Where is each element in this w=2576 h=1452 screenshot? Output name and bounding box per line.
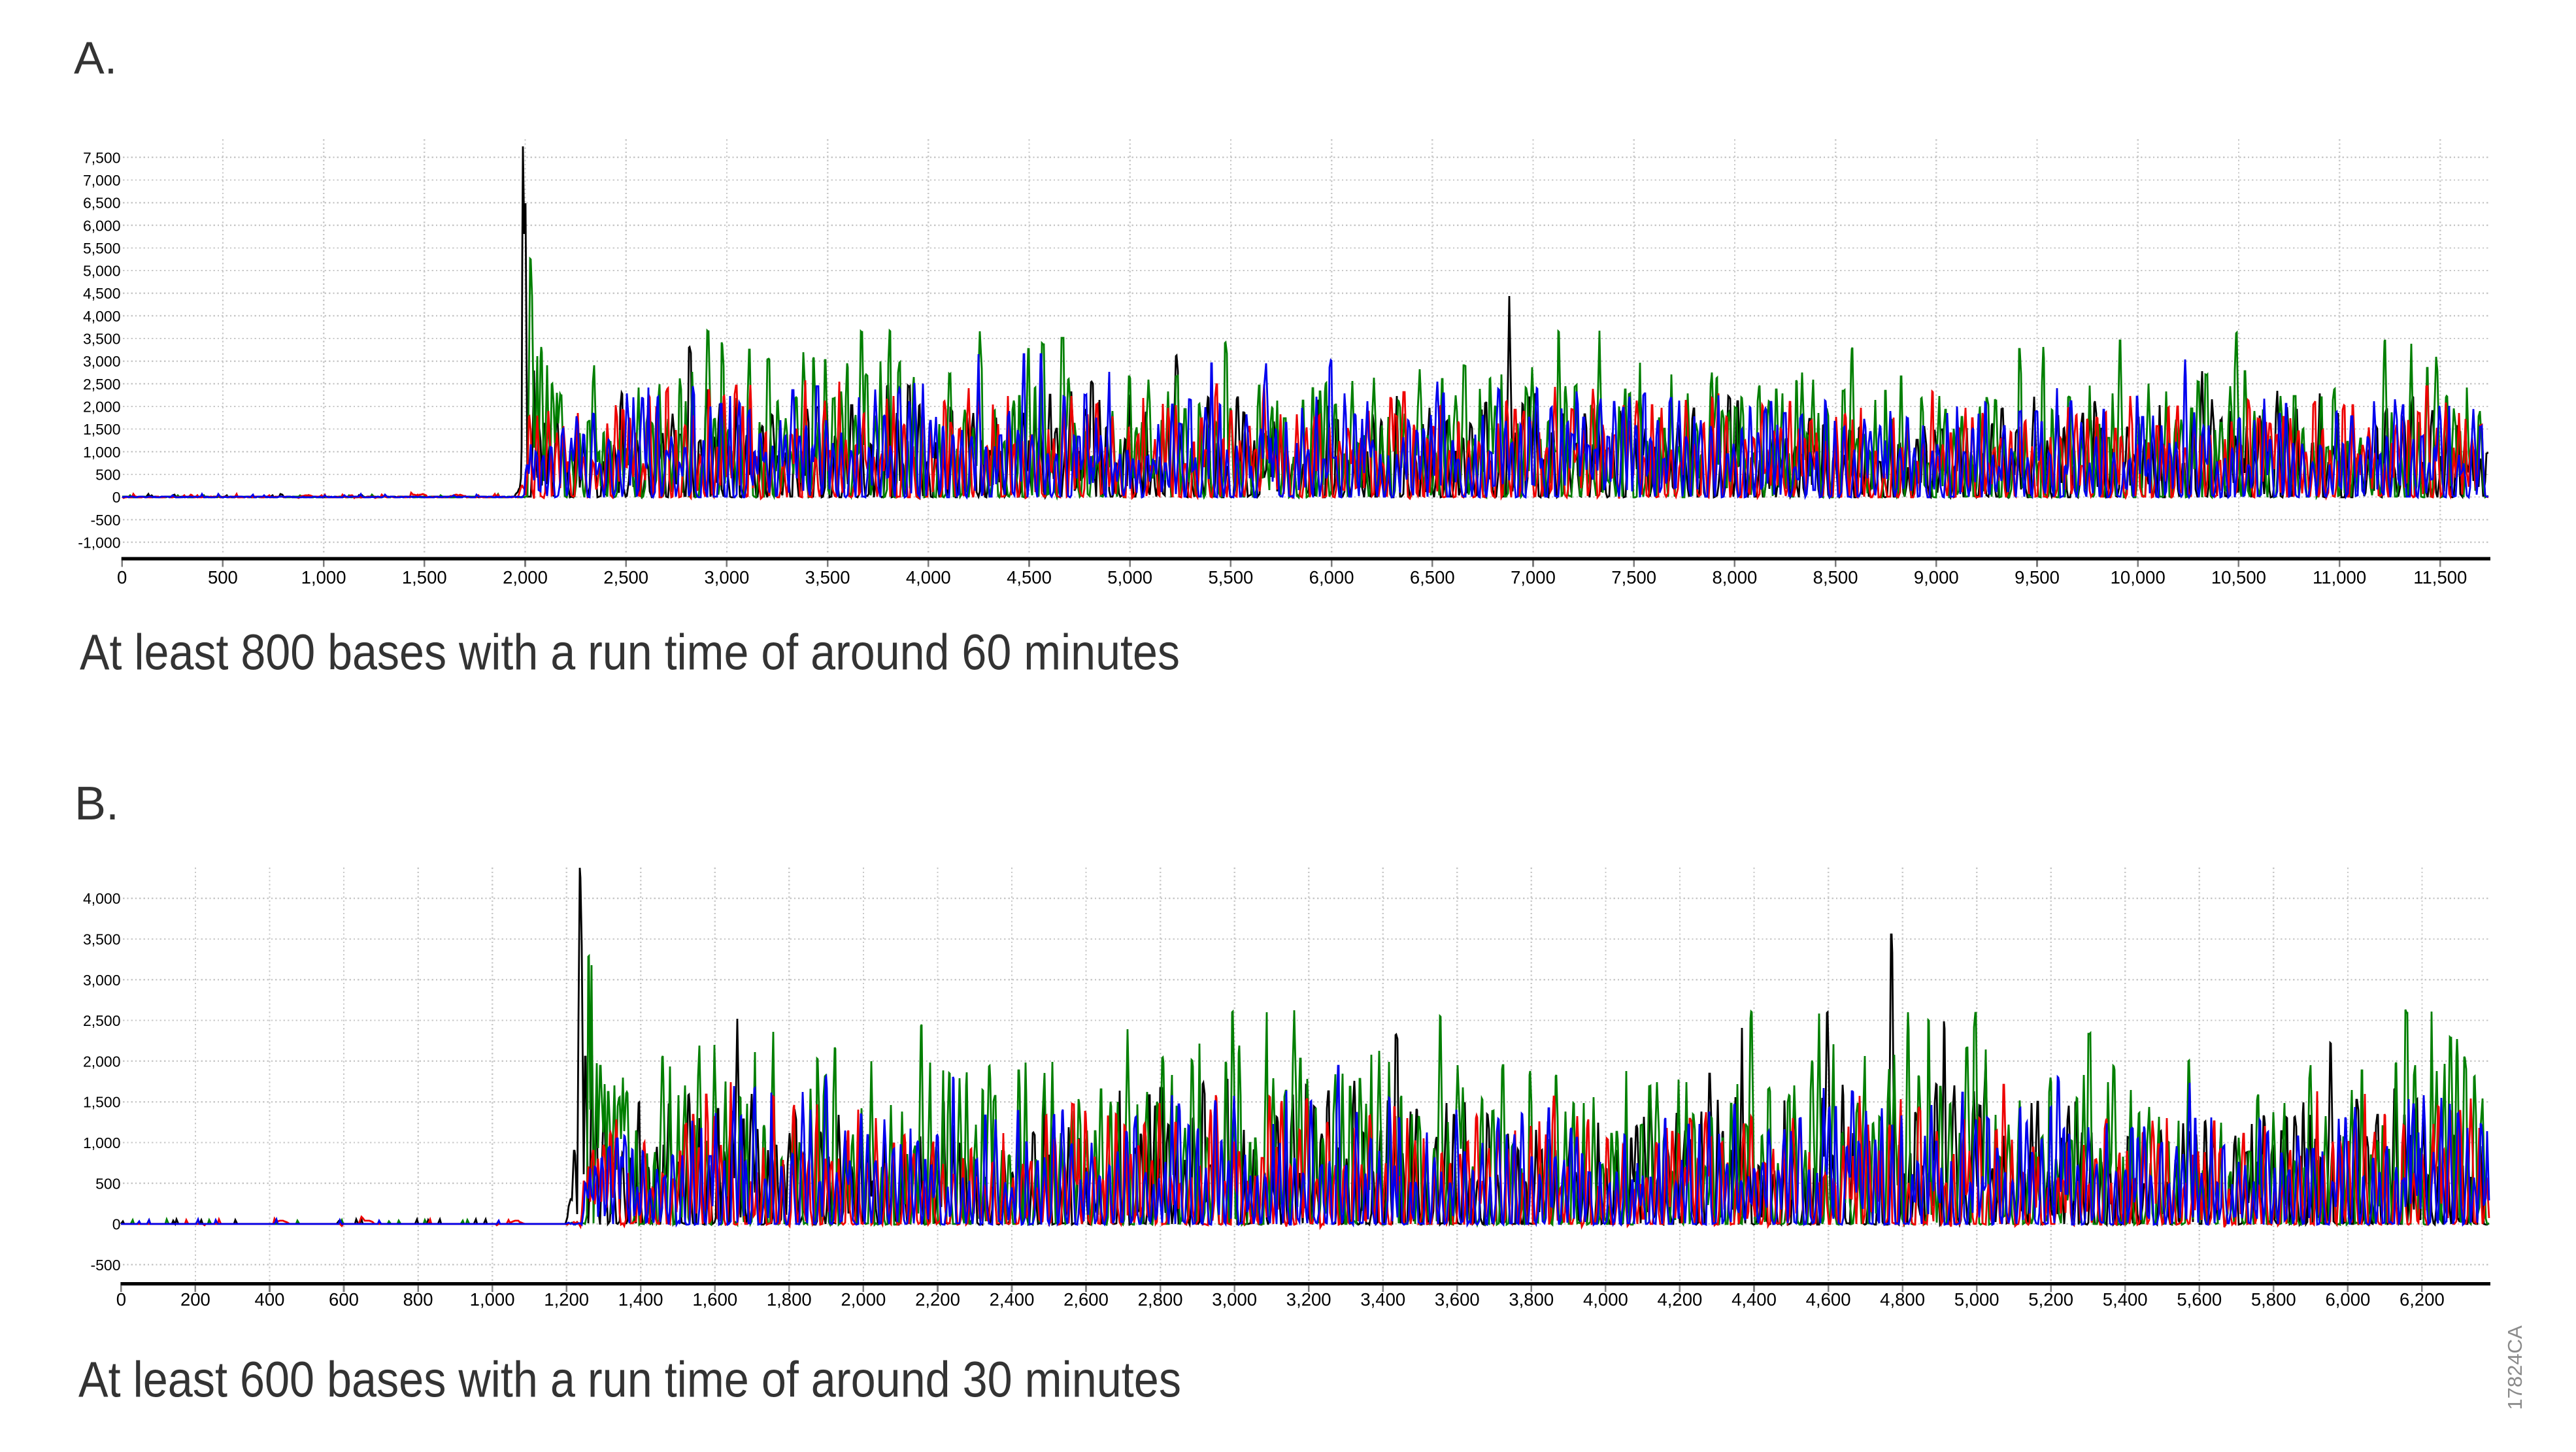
svg-text:2,600: 2,600 — [1063, 1289, 1109, 1310]
svg-text:1,500: 1,500 — [402, 567, 447, 587]
svg-text:500: 500 — [95, 1175, 120, 1192]
svg-text:3,800: 3,800 — [1509, 1289, 1554, 1310]
svg-text:5,400: 5,400 — [2103, 1289, 2148, 1310]
svg-text:4,500: 4,500 — [83, 285, 121, 302]
svg-text:At least 800 bases with a run: At least 800 bases with a run time of ar… — [80, 624, 1180, 680]
svg-text:2,000: 2,000 — [83, 1053, 121, 1070]
svg-text:3,500: 3,500 — [83, 331, 121, 348]
svg-text:7,000: 7,000 — [83, 172, 121, 189]
svg-text:2,800: 2,800 — [1138, 1289, 1183, 1310]
svg-text:A.: A. — [74, 33, 117, 84]
svg-text:2,500: 2,500 — [603, 567, 648, 587]
svg-text:2,000: 2,000 — [841, 1289, 886, 1310]
svg-text:2,400: 2,400 — [990, 1289, 1035, 1310]
svg-text:400: 400 — [255, 1289, 285, 1310]
svg-text:0: 0 — [116, 1289, 126, 1310]
svg-text:4,000: 4,000 — [83, 308, 121, 325]
svg-text:6,500: 6,500 — [1410, 567, 1455, 587]
svg-text:3,000: 3,000 — [83, 972, 121, 989]
svg-text:3,000: 3,000 — [704, 567, 749, 587]
svg-text:6,500: 6,500 — [83, 195, 121, 212]
svg-text:4,800: 4,800 — [1880, 1289, 1925, 1310]
svg-text:4,500: 4,500 — [1007, 567, 1052, 587]
svg-text:8,500: 8,500 — [1813, 567, 1858, 587]
svg-text:0: 0 — [112, 489, 121, 506]
svg-text:5,800: 5,800 — [2251, 1289, 2296, 1310]
svg-text:2,500: 2,500 — [83, 376, 121, 393]
svg-text:4,000: 4,000 — [1583, 1289, 1628, 1310]
svg-text:5,500: 5,500 — [1208, 567, 1253, 587]
svg-text:500: 500 — [208, 567, 238, 587]
svg-text:10,000: 10,000 — [2111, 567, 2166, 587]
svg-text:3,600: 3,600 — [1435, 1289, 1480, 1310]
svg-text:4,600: 4,600 — [1806, 1289, 1851, 1310]
svg-text:6,000: 6,000 — [2325, 1289, 2370, 1310]
svg-text:17824CA: 17824CA — [2503, 1325, 2526, 1410]
svg-text:5,000: 5,000 — [83, 263, 121, 280]
svg-text:11,500: 11,500 — [2413, 567, 2467, 587]
svg-text:7,000: 7,000 — [1511, 567, 1556, 587]
svg-text:3,400: 3,400 — [1360, 1289, 1405, 1310]
svg-text:1,000: 1,000 — [83, 1134, 121, 1151]
svg-text:8,000: 8,000 — [1712, 567, 1757, 587]
svg-text:500: 500 — [95, 467, 120, 484]
svg-text:-500: -500 — [90, 512, 120, 529]
svg-text:1,400: 1,400 — [618, 1289, 663, 1310]
svg-text:6,200: 6,200 — [2400, 1289, 2445, 1310]
svg-text:800: 800 — [403, 1289, 433, 1310]
svg-text:2,200: 2,200 — [915, 1289, 960, 1310]
svg-text:1,200: 1,200 — [544, 1289, 589, 1310]
svg-text:-500: -500 — [90, 1257, 120, 1274]
svg-text:4,000: 4,000 — [83, 890, 121, 907]
svg-text:7,500: 7,500 — [1611, 567, 1656, 587]
svg-text:1,600: 1,600 — [692, 1289, 737, 1310]
svg-text:At least 600 bases with a run: At least 600 bases with a run time of ar… — [78, 1352, 1181, 1408]
svg-text:3,000: 3,000 — [1212, 1289, 1257, 1310]
svg-text:2,000: 2,000 — [83, 399, 121, 416]
svg-text:1,000: 1,000 — [470, 1289, 515, 1310]
svg-text:3,000: 3,000 — [83, 353, 121, 370]
svg-text:11,000: 11,000 — [2313, 567, 2366, 587]
svg-text:6,000: 6,000 — [83, 217, 121, 234]
svg-text:1,500: 1,500 — [83, 421, 121, 438]
svg-text:3,500: 3,500 — [805, 567, 850, 587]
svg-text:6,000: 6,000 — [1309, 567, 1354, 587]
svg-text:2,000: 2,000 — [503, 567, 548, 587]
svg-text:7,500: 7,500 — [83, 149, 121, 166]
svg-text:0: 0 — [112, 1216, 121, 1233]
svg-text:3,500: 3,500 — [83, 931, 121, 948]
svg-text:4,400: 4,400 — [1731, 1289, 1777, 1310]
svg-text:B.: B. — [75, 778, 119, 830]
svg-text:5,000: 5,000 — [1107, 567, 1152, 587]
svg-text:1,800: 1,800 — [767, 1289, 812, 1310]
svg-text:10,500: 10,500 — [2211, 567, 2266, 587]
svg-text:3,200: 3,200 — [1286, 1289, 1331, 1310]
svg-text:1,500: 1,500 — [83, 1094, 121, 1111]
svg-text:200: 200 — [180, 1289, 210, 1310]
svg-text:1,000: 1,000 — [301, 567, 346, 587]
svg-text:600: 600 — [329, 1289, 359, 1310]
svg-text:5,000: 5,000 — [1954, 1289, 1999, 1310]
svg-text:4,000: 4,000 — [906, 567, 951, 587]
svg-text:9,500: 9,500 — [2015, 567, 2060, 587]
svg-text:9,000: 9,000 — [1914, 567, 1959, 587]
svg-text:-1,000: -1,000 — [78, 534, 120, 551]
svg-text:0: 0 — [117, 567, 127, 587]
svg-text:5,600: 5,600 — [2177, 1289, 2222, 1310]
svg-text:2,500: 2,500 — [83, 1012, 121, 1029]
svg-text:4,200: 4,200 — [1657, 1289, 1702, 1310]
svg-text:5,500: 5,500 — [83, 240, 121, 257]
svg-text:1,000: 1,000 — [83, 444, 121, 461]
svg-text:5,200: 5,200 — [2028, 1289, 2073, 1310]
